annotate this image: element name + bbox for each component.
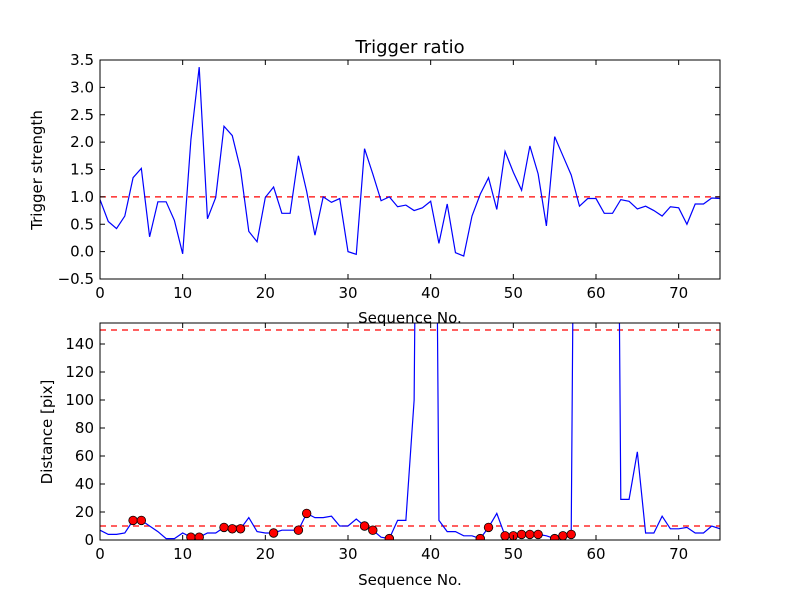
data-point: [194, 532, 204, 540]
data-point: [483, 522, 494, 533]
plot-area-frame: [100, 323, 720, 540]
data-point: [475, 533, 485, 540]
data-point: [566, 529, 576, 540]
y-tick-label: 0.5: [70, 215, 94, 233]
y-tick-label: 80: [75, 419, 94, 437]
y-tick-label: 20: [75, 503, 94, 521]
data-point: [359, 521, 370, 531]
y-tick-label: 3.0: [70, 78, 94, 96]
x-tick-label: 60: [586, 545, 605, 563]
x-tick-label: 10: [173, 284, 192, 302]
data-point: [558, 531, 568, 540]
data-point: [384, 533, 395, 540]
data-point: [525, 529, 535, 540]
y-axis-label: Distance [pix]: [38, 380, 56, 485]
data-point: [500, 531, 510, 540]
data-point: [219, 522, 229, 533]
data-point: [368, 525, 378, 535]
data-series: [100, 323, 720, 540]
y-axis-ticks: 0 20 40 60 80 100 120 140: [65, 335, 720, 549]
y-axis-label: Trigger strength: [28, 110, 46, 231]
x-tick-label: 40: [421, 545, 440, 563]
y-tick-label: −0.5: [58, 270, 94, 288]
chart-distance: 0 10 20 30 40 50 60 70 0 20 40 60 80 100 120 140 Dista…: [38, 322, 721, 563]
x-tick-label: 0: [95, 284, 105, 302]
x-tick-label: 30: [338, 284, 357, 302]
x-tick-label: 70: [669, 284, 688, 302]
x-tick-label: 60: [586, 284, 605, 302]
data-point: [227, 524, 237, 534]
y-tick-label: 3.5: [70, 51, 94, 69]
data-point: [136, 515, 147, 526]
y-tick-label: 2.0: [70, 133, 94, 151]
data-point: [128, 515, 138, 526]
x-tick-label: 30: [338, 545, 357, 563]
y-tick-label: 0: [84, 531, 94, 549]
series-line: [100, 67, 720, 257]
data-point: [301, 508, 312, 519]
x-tick-label: 20: [256, 284, 275, 302]
y-axis-ticks: −0.5 0.0 0.5 1.0 1.5 2.0 2.5 3.0 3.5: [58, 51, 720, 288]
data-series: [100, 67, 720, 257]
x-tick-label: 40: [421, 284, 440, 302]
data-point: [533, 529, 543, 540]
y-tick-label: 120: [65, 363, 94, 381]
x-tick-label: 50: [504, 284, 523, 302]
chart-trigger-ratio: Trigger ratio 0 10 20 30 40 50 60 70 −0.5 0.0 0.5…: [28, 37, 721, 302]
x-axis-label-bottom: Sequence No.: [358, 571, 462, 589]
data-point: [235, 524, 246, 534]
x-tick-label: 50: [504, 545, 523, 563]
y-tick-label: 140: [65, 335, 94, 353]
data-point: [549, 533, 560, 540]
y-tick-label: 0.0: [70, 243, 94, 261]
x-tick-label: 0: [95, 545, 105, 563]
y-tick-label: 40: [75, 475, 94, 493]
data-point: [293, 525, 304, 535]
x-axis-ticks: 0 10 20 30 40 50 60 70: [95, 60, 688, 302]
y-tick-label: 2.5: [70, 106, 94, 124]
data-point: [516, 529, 527, 540]
y-tick-label: 60: [75, 447, 94, 465]
y-tick-label: 100: [65, 391, 94, 409]
axes-frame: [99, 322, 721, 541]
x-tick-label: 10: [173, 545, 192, 563]
reference-lines: [100, 329, 720, 527]
chart-title: Trigger ratio: [354, 37, 464, 58]
x-tick-label: 70: [669, 545, 688, 563]
y-tick-label: 1.5: [70, 161, 94, 179]
x-axis-label-top: Sequence No.: [358, 309, 462, 327]
y-tick-label: 1.0: [70, 188, 94, 206]
data-point: [268, 528, 279, 538]
x-tick-label: 20: [256, 545, 275, 563]
x-axis-ticks: 0 10 20 30 40 50 60 70: [95, 323, 688, 563]
plot-area-frame: [100, 60, 720, 279]
